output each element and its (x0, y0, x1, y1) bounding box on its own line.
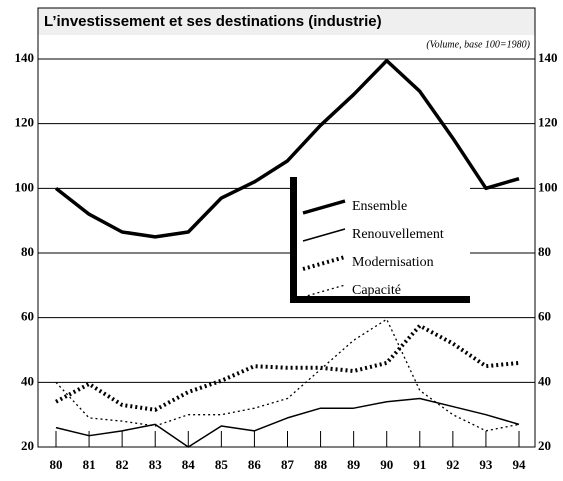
x-tick-label: 83 (149, 457, 163, 472)
legend-swatch (302, 255, 346, 271)
chart-subtitle: (Volume, base 100=1980) (426, 39, 530, 50)
x-tick-label: 90 (380, 457, 393, 472)
legend-label: Modernisation (352, 255, 434, 270)
series-line (54, 58, 520, 239)
legend-label: Capacité (352, 283, 401, 298)
legend (290, 177, 470, 303)
legend-swatch (302, 284, 346, 298)
series-line (55, 397, 520, 448)
x-tick-label: 86 (248, 457, 262, 472)
legend-swatch (302, 199, 346, 215)
title-band (38, 8, 535, 35)
x-tick-label: 88 (314, 457, 328, 472)
x-tick-label: 82 (116, 457, 129, 472)
grid (38, 58, 535, 448)
y-tick-label: 80 (21, 244, 34, 259)
series-line (55, 323, 520, 412)
series-line (55, 318, 520, 432)
y-tick-label: 120 (15, 115, 35, 130)
y-tick-label: 60 (21, 309, 34, 324)
y-tick-label-right: 60 (538, 309, 551, 324)
chart-title: L’investissement et ses destinations (in… (44, 13, 382, 30)
lines (54, 58, 520, 448)
y-tick-label-right: 140 (538, 50, 558, 65)
y-tick-label-right: 40 (538, 373, 551, 388)
x-tick-label: 80 (50, 457, 63, 472)
legend-label: Renouvellement (352, 227, 444, 242)
y-tick-label: 20 (21, 438, 34, 453)
x-tick-label: 89 (347, 457, 361, 472)
legend-label: Ensemble (352, 199, 407, 214)
legend-swatch (302, 228, 346, 242)
y-tick-label-right: 120 (538, 115, 558, 130)
y-tick-label: 140 (15, 50, 35, 65)
y-tick-label-right: 100 (538, 179, 558, 194)
x-tick-label: 93 (479, 457, 493, 472)
y-tick-label: 100 (15, 179, 35, 194)
x-tick-label: 94 (513, 457, 527, 472)
y-tick-label: 40 (21, 373, 34, 388)
legend-box (297, 177, 470, 296)
x-tick-label: 81 (83, 457, 96, 472)
x-tick-label: 92 (446, 457, 459, 472)
y-tick-label-right: 20 (538, 438, 551, 453)
y-tick-label-right: 80 (538, 244, 551, 259)
x-tick-label: 84 (182, 457, 196, 472)
x-tick-label: 85 (215, 457, 229, 472)
x-tick-label: 87 (281, 457, 295, 472)
x-tick-label: 91 (413, 457, 426, 472)
